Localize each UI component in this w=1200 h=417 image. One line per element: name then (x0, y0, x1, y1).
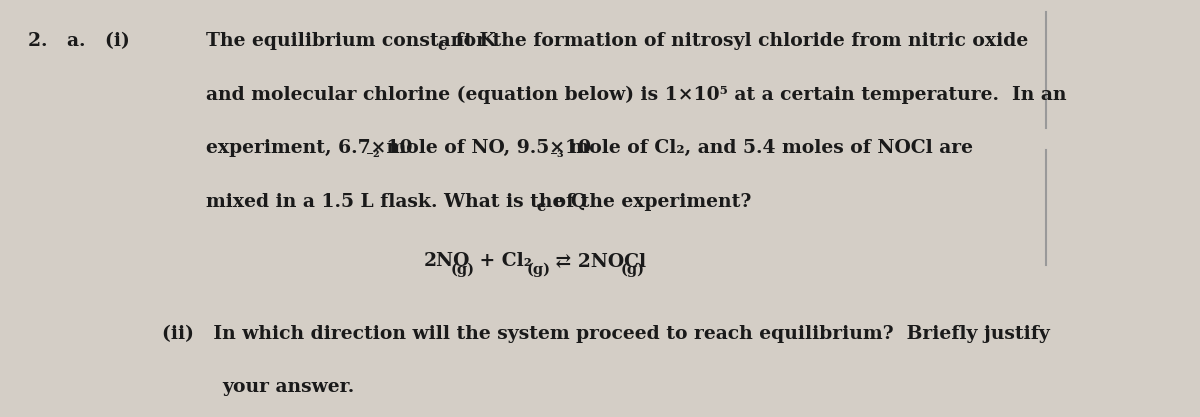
Text: (g): (g) (620, 262, 644, 276)
Text: your answer.: your answer. (222, 378, 354, 396)
Text: ⁻²: ⁻² (366, 151, 382, 165)
Text: experiment, 6.7×10: experiment, 6.7×10 (205, 139, 412, 157)
Text: (ii)   In which direction will the system proceed to reach equilibrium?  Briefly: (ii) In which direction will the system … (162, 324, 1050, 343)
Text: c: c (438, 39, 448, 53)
Text: 2NO: 2NO (424, 252, 470, 270)
Text: (g): (g) (450, 262, 474, 276)
Text: of the experiment?: of the experiment? (547, 193, 751, 211)
Text: and molecular chlorine (equation below) is 1×10⁵ at a certain temperature.  In a: and molecular chlorine (equation below) … (205, 85, 1066, 103)
Text: ⇄ 2NOCl: ⇄ 2NOCl (550, 252, 647, 270)
Text: for the formation of nitrosyl chloride from nitric oxide: for the formation of nitrosyl chloride f… (449, 32, 1028, 50)
Text: The equilibrium constant K: The equilibrium constant K (205, 32, 496, 50)
Text: mixed in a 1.5 L flask. What is the Q: mixed in a 1.5 L flask. What is the Q (205, 193, 587, 211)
Text: c: c (536, 200, 545, 214)
Text: mole of Cl₂, and 5.4 moles of NOCl are: mole of Cl₂, and 5.4 moles of NOCl are (563, 139, 973, 157)
Text: + Cl₂: + Cl₂ (473, 252, 532, 270)
Text: mole of NO, 9.5×10: mole of NO, 9.5×10 (380, 139, 590, 157)
Text: (g): (g) (527, 262, 551, 276)
Text: 2.   a.   (i): 2. a. (i) (28, 32, 130, 50)
Text: ⁻³: ⁻³ (550, 151, 564, 165)
